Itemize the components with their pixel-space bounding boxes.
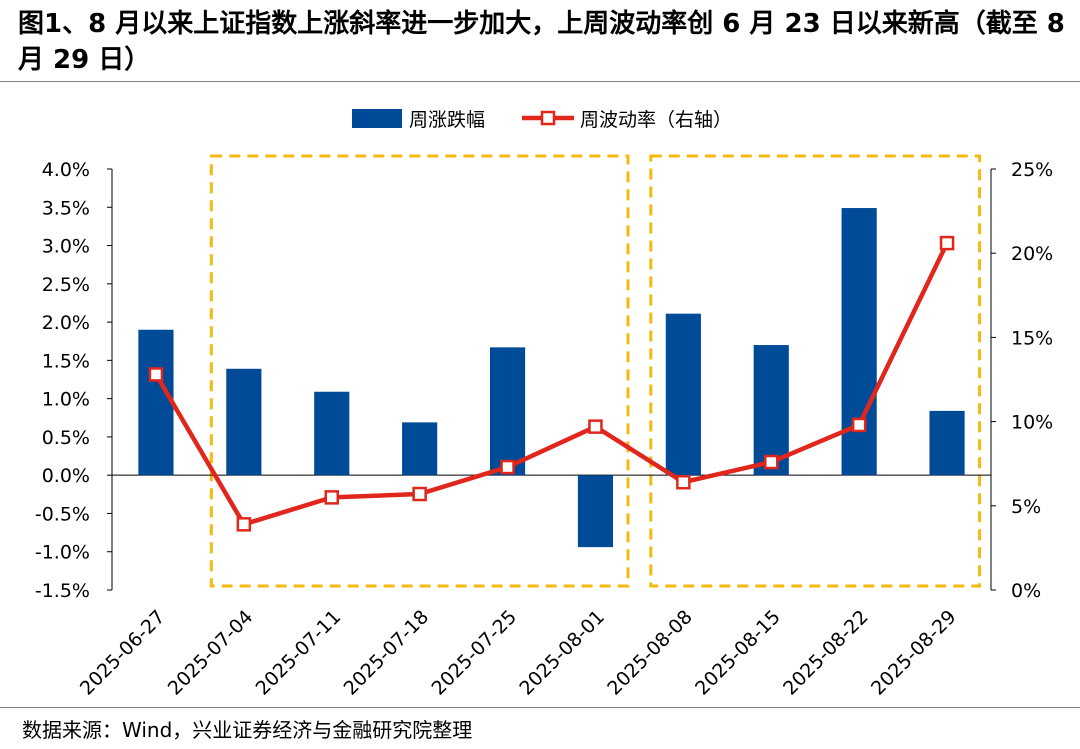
right-tick-label: 25% xyxy=(1011,159,1053,181)
legend: 周涨跌幅 周波动率（右轴） xyxy=(352,109,732,131)
bar-2025-08-01 xyxy=(577,475,614,548)
left-tick-label: -0.5% xyxy=(35,503,90,525)
right-tick-label: 5% xyxy=(1011,496,1041,518)
bar-2025-08-22 xyxy=(841,208,877,476)
line-marker-2025-08-22 xyxy=(851,417,867,433)
legend-line-label: 周波动率（右轴） xyxy=(580,109,732,131)
line-marker-2025-08-01 xyxy=(588,419,603,434)
source-divider xyxy=(0,707,1080,708)
bar-2025-07-25 xyxy=(489,347,526,476)
right-tick-label: 15% xyxy=(1011,327,1053,349)
left-tick-label: 2.5% xyxy=(42,274,90,296)
left-tick-label: 1.5% xyxy=(42,350,90,372)
x-tick-label: 2025-08-22 xyxy=(779,606,873,700)
legend-bar-swatch xyxy=(352,109,402,128)
x-tick-label: 2025-08-15 xyxy=(691,606,785,700)
right-tick-label: 10% xyxy=(1011,412,1053,434)
left-tick-label: 3.5% xyxy=(42,197,90,219)
right-tick-label: 0% xyxy=(1011,580,1041,602)
x-tick-label: 2025-08-29 xyxy=(867,606,961,700)
left-tick-label: 2.0% xyxy=(42,312,90,334)
bar-2025-06-27 xyxy=(138,329,174,476)
right-tick-label: 20% xyxy=(1011,243,1053,265)
bar-2025-07-11 xyxy=(314,391,350,476)
x-tick-label: 2025-07-25 xyxy=(427,606,521,700)
x-tick-label: 2025-07-04 xyxy=(164,606,258,700)
x-tick-label: 2025-08-08 xyxy=(603,606,697,700)
highlight-boxes xyxy=(209,154,982,588)
line-marker-2025-07-11 xyxy=(324,490,339,505)
left-tick-label: 1.0% xyxy=(42,389,90,411)
volatility-line xyxy=(154,242,950,527)
bar-2025-08-29 xyxy=(929,410,965,476)
line-series xyxy=(148,235,955,532)
axes xyxy=(107,168,996,591)
source-note: 数据来源：Wind，兴业证券经济与金融研究院整理 xyxy=(22,718,473,742)
legend-bar-label: 周涨跌幅 xyxy=(409,109,485,131)
bar-2025-08-15 xyxy=(753,345,789,476)
x-tick-label: 2025-06-27 xyxy=(76,606,170,700)
title-divider xyxy=(0,81,1080,82)
y-tick-labels: 4.0% 3.5% 3.0% 2.5% 2.0% 1.5% 1.0% 0.5% 0.0% -0.5… xyxy=(35,159,1053,602)
line-marker-2025-07-04 xyxy=(236,517,252,532)
highlight-box-2 xyxy=(649,154,982,588)
left-tick-label: 3.0% xyxy=(42,236,90,258)
line-marker-2025-08-15 xyxy=(764,454,779,470)
bar-series xyxy=(138,208,965,548)
line-marker-2025-06-27 xyxy=(148,367,164,382)
left-tick-label: 0.0% xyxy=(42,465,90,487)
bar-2025-07-18 xyxy=(402,422,438,476)
legend-line-marker xyxy=(540,110,556,126)
bar-2025-08-08 xyxy=(665,313,701,476)
line-marker-2025-07-18 xyxy=(412,486,427,502)
x-tick-label: 2025-08-01 xyxy=(515,606,609,700)
line-marker-2025-08-29 xyxy=(939,235,955,251)
x-tick-label: 2025-07-11 xyxy=(252,606,346,700)
chart-title: 图1、8 月以来上证指数上涨斜率进一步加大，上周波动率创 6 月 23 日以来新… xyxy=(18,9,1065,75)
highlight-box-1 xyxy=(209,154,630,588)
left-tick-label: 0.5% xyxy=(42,427,90,449)
chart: 2025-06-272025-07-042025-07-112025-07-18… xyxy=(35,109,1053,700)
line-marker-2025-08-08 xyxy=(676,474,691,490)
left-tick-label: 4.0% xyxy=(42,159,90,181)
left-tick-label: -1.0% xyxy=(35,542,90,564)
x-tick-label: 2025-07-18 xyxy=(340,606,434,700)
bar-2025-07-04 xyxy=(226,368,262,476)
line-marker-2025-07-25 xyxy=(500,459,515,475)
left-tick-label: -1.5% xyxy=(35,580,90,602)
x-tick-labels: 2025-06-272025-07-042025-07-112025-07-18… xyxy=(76,606,961,700)
